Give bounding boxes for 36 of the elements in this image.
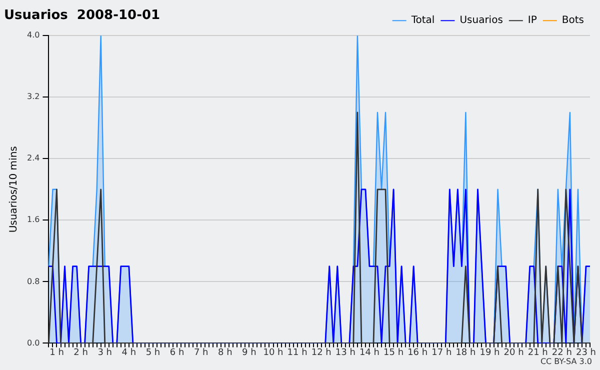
chart-title: Usuarios 2008-10-01 <box>4 8 160 24</box>
x-tick-label: 14 h <box>359 348 380 358</box>
x-tick-label: 22 h <box>552 348 572 358</box>
x-tick-label: 23 h <box>576 348 596 358</box>
y-axis-title: Usuarios/10 mins <box>8 146 20 233</box>
x-tick-label: 19 h <box>480 348 500 358</box>
x-tick-label: 20 h <box>504 348 524 358</box>
x-tick-label: 16 h <box>408 348 428 358</box>
x-tick-label: 2 h <box>74 348 88 358</box>
x-tick-label: 17 h <box>432 348 452 358</box>
x-tick-label: 12 h <box>311 348 332 358</box>
x-tick-label: 15 h <box>384 348 404 358</box>
x-tick-label: 18 h <box>456 348 476 358</box>
x-tick-label: 6 h <box>170 348 184 358</box>
legend-label: IP <box>528 15 537 26</box>
x-tick-label: 4 h <box>122 348 136 358</box>
legend-label: Total <box>410 15 435 26</box>
x-tick-label: 11 h <box>287 348 308 358</box>
x-tick-label: 1 h <box>50 348 64 358</box>
text: CC BY-SA 3.0 <box>540 357 592 366</box>
x-tick-label: 9 h <box>242 348 256 358</box>
y-tick-label: 4.0 <box>26 30 40 40</box>
y-tick-label: 1.6 <box>26 215 40 224</box>
y-tick-label: 0.8 <box>26 276 40 286</box>
x-tick-label: 13 h <box>335 348 356 358</box>
y-tick-label: 0.0 <box>26 338 40 348</box>
x-tick-label: 10 h <box>263 348 284 358</box>
y-tick-label: 2.4 <box>26 154 40 163</box>
x-tick-label: 8 h <box>218 348 232 358</box>
legend-label: Usuarios <box>460 15 503 26</box>
x-tick-label: 5 h <box>146 348 160 358</box>
legend-label: Bots <box>562 15 584 26</box>
x-tick-label: 7 h <box>194 348 208 358</box>
y-tick-label: 3.2 <box>26 92 40 102</box>
x-tick-label: 21 h <box>528 348 548 358</box>
x-tick-label: 3 h <box>98 348 112 358</box>
